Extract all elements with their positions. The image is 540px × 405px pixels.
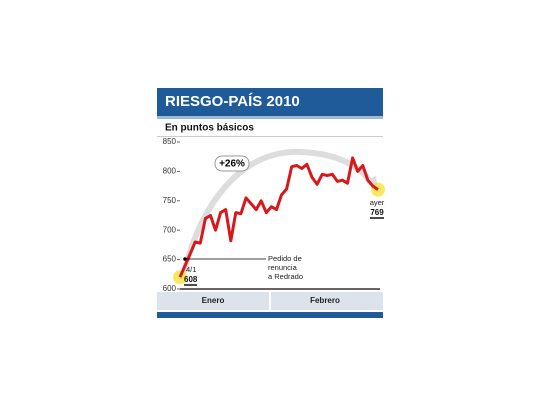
rule <box>157 116 383 119</box>
end-value: 769 <box>370 208 384 217</box>
title-bar <box>157 88 383 116</box>
subtitle: En puntos básicos <box>165 123 254 134</box>
y-tick-label: 850 <box>163 137 177 146</box>
month-label: Enero <box>202 296 225 305</box>
event-note: Pedido de <box>268 254 302 263</box>
chart-title: RIESGO-PAÍS 2010 <box>165 93 300 110</box>
rule <box>157 136 383 137</box>
start-date: 4/1 <box>186 265 196 274</box>
event-note: a Redrado <box>268 272 303 281</box>
bottom-bar <box>157 312 383 318</box>
event-note: renuncia <box>268 263 298 272</box>
change-label: +26% <box>219 159 245 170</box>
month-label: Febrero <box>310 296 340 305</box>
change-box <box>214 155 250 172</box>
y-tick-label: 800 <box>163 167 177 176</box>
trend-arc <box>181 148 375 273</box>
y-tick-label: 600 <box>163 284 177 293</box>
start-highlight <box>173 270 187 285</box>
end-date: ayer <box>370 198 385 207</box>
y-tick-label: 650 <box>163 255 177 264</box>
start-value: 608 <box>184 275 198 284</box>
y-tick-label: 750 <box>163 196 177 205</box>
data-line <box>178 156 379 278</box>
y-tick-label: 700 <box>163 225 177 234</box>
